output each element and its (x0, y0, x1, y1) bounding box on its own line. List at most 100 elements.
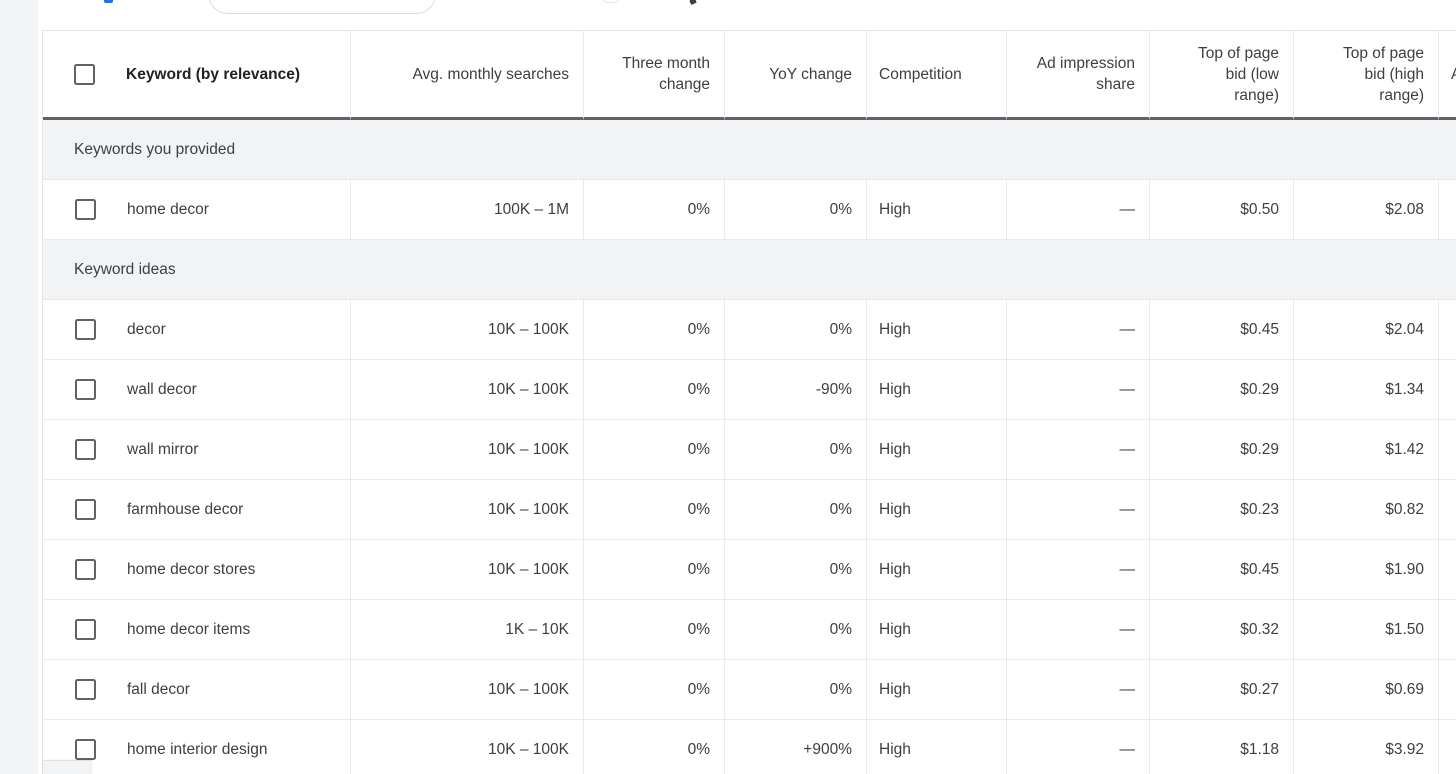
yoy-cell: 0% (724, 660, 866, 720)
select-all-checkbox[interactable] (74, 63, 95, 85)
table-row: farmhouse decor 10K – 100K 0% 0% High — $0.23 $… (43, 480, 1456, 540)
header-competition[interactable]: Competition (866, 30, 1006, 120)
avg-cell: 10K – 100K (350, 720, 583, 774)
bid-high-cell: $0.69 (1293, 660, 1438, 720)
truncated-column-cell (1438, 360, 1456, 420)
competition-cell: High (866, 300, 1006, 360)
section-label: Keyword ideas (43, 240, 1456, 300)
yoy-cell: 0% (724, 540, 866, 600)
bid-high-cell: $2.04 (1293, 300, 1438, 360)
ad-impression-cell: — (1006, 180, 1149, 240)
toolbar-glyph-fragment (689, 0, 697, 6)
header-top-of-page-bid-high[interactable]: Top of page bid (high range) (1293, 30, 1438, 120)
competition-cell: High (866, 540, 1006, 600)
header-avg-monthly-searches[interactable]: Avg. monthly searches (350, 30, 583, 120)
bid-high-cell: $0.82 (1293, 480, 1438, 540)
row-checkbox[interactable] (75, 679, 96, 700)
row-checkbox[interactable] (75, 619, 96, 640)
avg-cell: 10K – 100K (350, 480, 583, 540)
avg-cell: 10K – 100K (350, 360, 583, 420)
toolbar-curve-fragment (602, 0, 620, 3)
avg-cell: 1K – 10K (350, 600, 583, 660)
table-row: home decor 100K – 1M 0% 0% High — $0.50 $2.08 (43, 180, 1456, 240)
competition-cell: High (866, 600, 1006, 660)
truncated-column-cell (1438, 600, 1456, 660)
row-checkbox[interactable] (75, 379, 96, 400)
table-row: decor 10K – 100K 0% 0% High — $0.45 $2.04 (43, 300, 1456, 360)
bid-high-cell: $1.50 (1293, 600, 1438, 660)
three-month-cell: 0% (583, 600, 724, 660)
avg-cell: 10K – 100K (350, 420, 583, 480)
row-checkbox[interactable] (75, 739, 96, 760)
ad-impression-cell: — (1006, 360, 1149, 420)
keyword-cell: home decor items (127, 620, 251, 638)
competition-cell: High (866, 720, 1006, 774)
header-keyword-label[interactable]: Keyword (by relevance) (126, 65, 301, 83)
search-pill-fragment[interactable] (208, 0, 436, 14)
header-three-month-change[interactable]: Three month change (583, 30, 724, 120)
header-ad-impression-share[interactable]: Ad impression share (1006, 30, 1149, 120)
avg-cell: 10K – 100K (350, 300, 583, 360)
bid-high-cell: $1.42 (1293, 420, 1438, 480)
header-keyword-column: Keyword (by relevance) (43, 30, 350, 120)
table-row: wall decor 10K – 100K 0% -90% High — $0.29 $1.3… (43, 360, 1456, 420)
section-header-row: Keyword ideas (43, 240, 1456, 300)
header-yoy-change[interactable]: YoY change (724, 30, 866, 120)
truncated-column-cell (1438, 660, 1456, 720)
bid-high-cell: $1.34 (1293, 360, 1438, 420)
keyword-cell: decor (127, 320, 166, 338)
table-row: fall decor 10K – 100K 0% 0% High — $0.27 $0.69 (43, 660, 1456, 720)
row-checkbox[interactable] (75, 439, 96, 460)
three-month-cell: 0% (583, 300, 724, 360)
header-truncated-column[interactable]: A (1438, 30, 1456, 120)
bid-high-cell: $2.08 (1293, 180, 1438, 240)
row-checkbox[interactable] (75, 199, 96, 220)
table-row: home decor stores 10K – 100K 0% 0% High — $0.4… (43, 540, 1456, 600)
keyword-cell: home decor (127, 200, 209, 218)
bid-low-cell: $0.29 (1149, 420, 1293, 480)
keyword-cell: wall mirror (127, 440, 199, 458)
competition-cell: High (866, 660, 1006, 720)
bid-low-cell: $0.45 (1149, 300, 1293, 360)
row-checkbox[interactable] (75, 559, 96, 580)
bid-low-cell: $0.32 (1149, 600, 1293, 660)
avg-cell: 10K – 100K (350, 540, 583, 600)
three-month-cell: 0% (583, 360, 724, 420)
yoy-cell: -90% (724, 360, 866, 420)
competition-cell: High (866, 480, 1006, 540)
keyword-cell: home decor stores (127, 560, 256, 578)
yoy-cell: +900% (724, 720, 866, 774)
yoy-cell: 0% (724, 600, 866, 660)
ad-impression-cell: — (1006, 720, 1149, 774)
avg-cell: 100K – 1M (350, 180, 583, 240)
table-row: home interior design 10K – 100K 0% +900% Hig… (43, 720, 1456, 774)
ad-impression-cell: — (1006, 300, 1149, 360)
yoy-cell: 0% (724, 180, 866, 240)
ad-impression-cell: — (1006, 600, 1149, 660)
truncated-column-cell (1438, 540, 1456, 600)
keyword-cell: home interior design (127, 740, 268, 758)
truncated-column-cell (1438, 300, 1456, 360)
bid-low-cell: $0.27 (1149, 660, 1293, 720)
keywords-table-zone: Keyword (by relevance) Avg. monthly sear… (42, 30, 1456, 774)
bid-high-cell: $3.92 (1293, 720, 1438, 774)
bid-high-cell: $1.90 (1293, 540, 1438, 600)
three-month-cell: 0% (583, 660, 724, 720)
bottom-left-overlay-fragment (43, 761, 92, 774)
three-month-cell: 0% (583, 720, 724, 774)
header-top-of-page-bid-low[interactable]: Top of page bid (low range) (1149, 30, 1293, 120)
row-checkbox[interactable] (75, 499, 96, 520)
competition-cell: High (866, 180, 1006, 240)
bid-low-cell: $1.18 (1149, 720, 1293, 774)
left-rail (0, 0, 38, 774)
three-month-cell: 0% (583, 420, 724, 480)
toolbar-blue-icon-fragment (104, 0, 113, 3)
row-checkbox[interactable] (75, 319, 96, 340)
yoy-cell: 0% (724, 300, 866, 360)
three-month-cell: 0% (583, 180, 724, 240)
table-header-row: Keyword (by relevance) Avg. monthly sear… (43, 30, 1456, 120)
ad-impression-cell: — (1006, 540, 1149, 600)
ad-impression-cell: — (1006, 480, 1149, 540)
keyword-cell: wall decor (127, 380, 197, 398)
bid-low-cell: $0.29 (1149, 360, 1293, 420)
